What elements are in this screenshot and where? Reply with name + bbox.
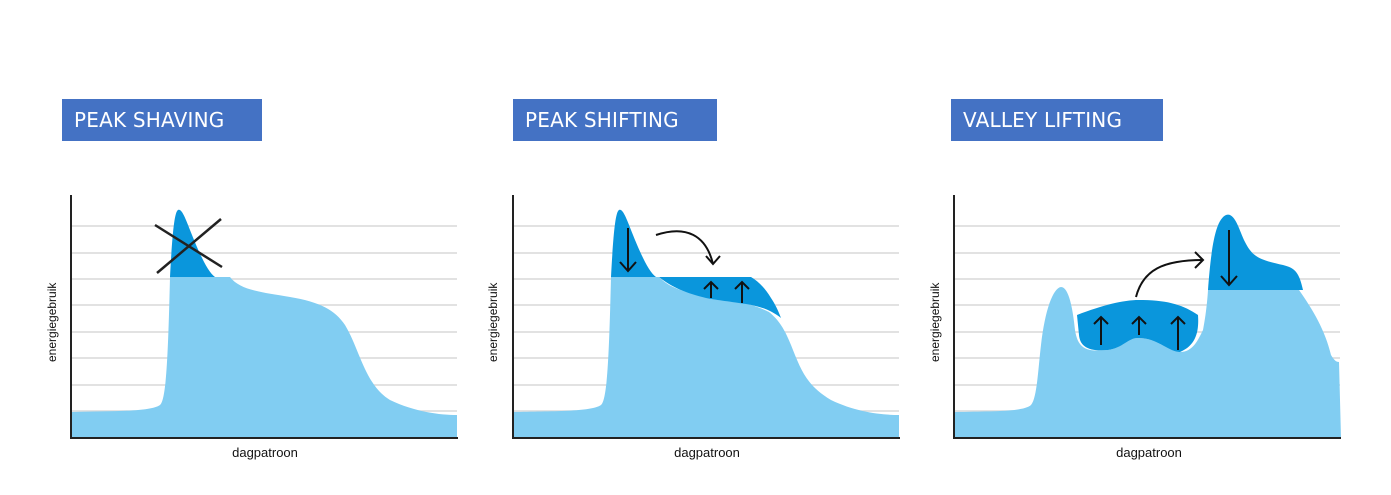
- arrow-up-icon: [1170, 315, 1186, 350]
- chart-peak-shifting: [512, 195, 900, 439]
- y-axis-label: energiegebruik: [928, 282, 942, 362]
- x-axis-label: dagpatroon: [232, 445, 298, 460]
- arrow-up-icon: [1093, 315, 1109, 345]
- panel-title: PEAK SHIFTING: [513, 99, 717, 141]
- axes: [70, 195, 458, 439]
- arrow-down-icon: [619, 228, 637, 273]
- panel-title: VALLEY LIFTING: [951, 99, 1163, 141]
- curved-arrow-icon: [655, 230, 721, 266]
- curved-arrow-icon: [1135, 251, 1205, 298]
- axes: [953, 195, 1341, 439]
- panel-peak-shaving: PEAK SHAVING energiegebruik dagpatroon: [0, 0, 480, 495]
- base-area: [513, 277, 899, 438]
- arrow-up-icon: [703, 280, 719, 298]
- cross-icon: [154, 218, 223, 274]
- panel-peak-shifting: PEAK SHIFTING energiegebruik: [486, 99, 900, 460]
- peak-area: [1208, 214, 1303, 290]
- chart-valley-lifting: [953, 195, 1341, 439]
- peak-area: [611, 209, 656, 277]
- panel-title: PEAK SHAVING: [62, 99, 262, 141]
- x-axis-label: dagpatroon: [1116, 445, 1182, 460]
- arrow-down-icon: [1220, 230, 1238, 287]
- axes: [512, 195, 900, 439]
- x-axis-label: dagpatroon: [674, 445, 740, 460]
- arrow-up-icon: [1131, 315, 1147, 335]
- base-area: [72, 277, 457, 438]
- shifted-area: [659, 277, 781, 318]
- arrow-up-icon: [734, 280, 750, 303]
- valley-area: [1077, 300, 1199, 352]
- base-area: [955, 287, 1341, 438]
- chart-peak-shaving: [70, 195, 458, 439]
